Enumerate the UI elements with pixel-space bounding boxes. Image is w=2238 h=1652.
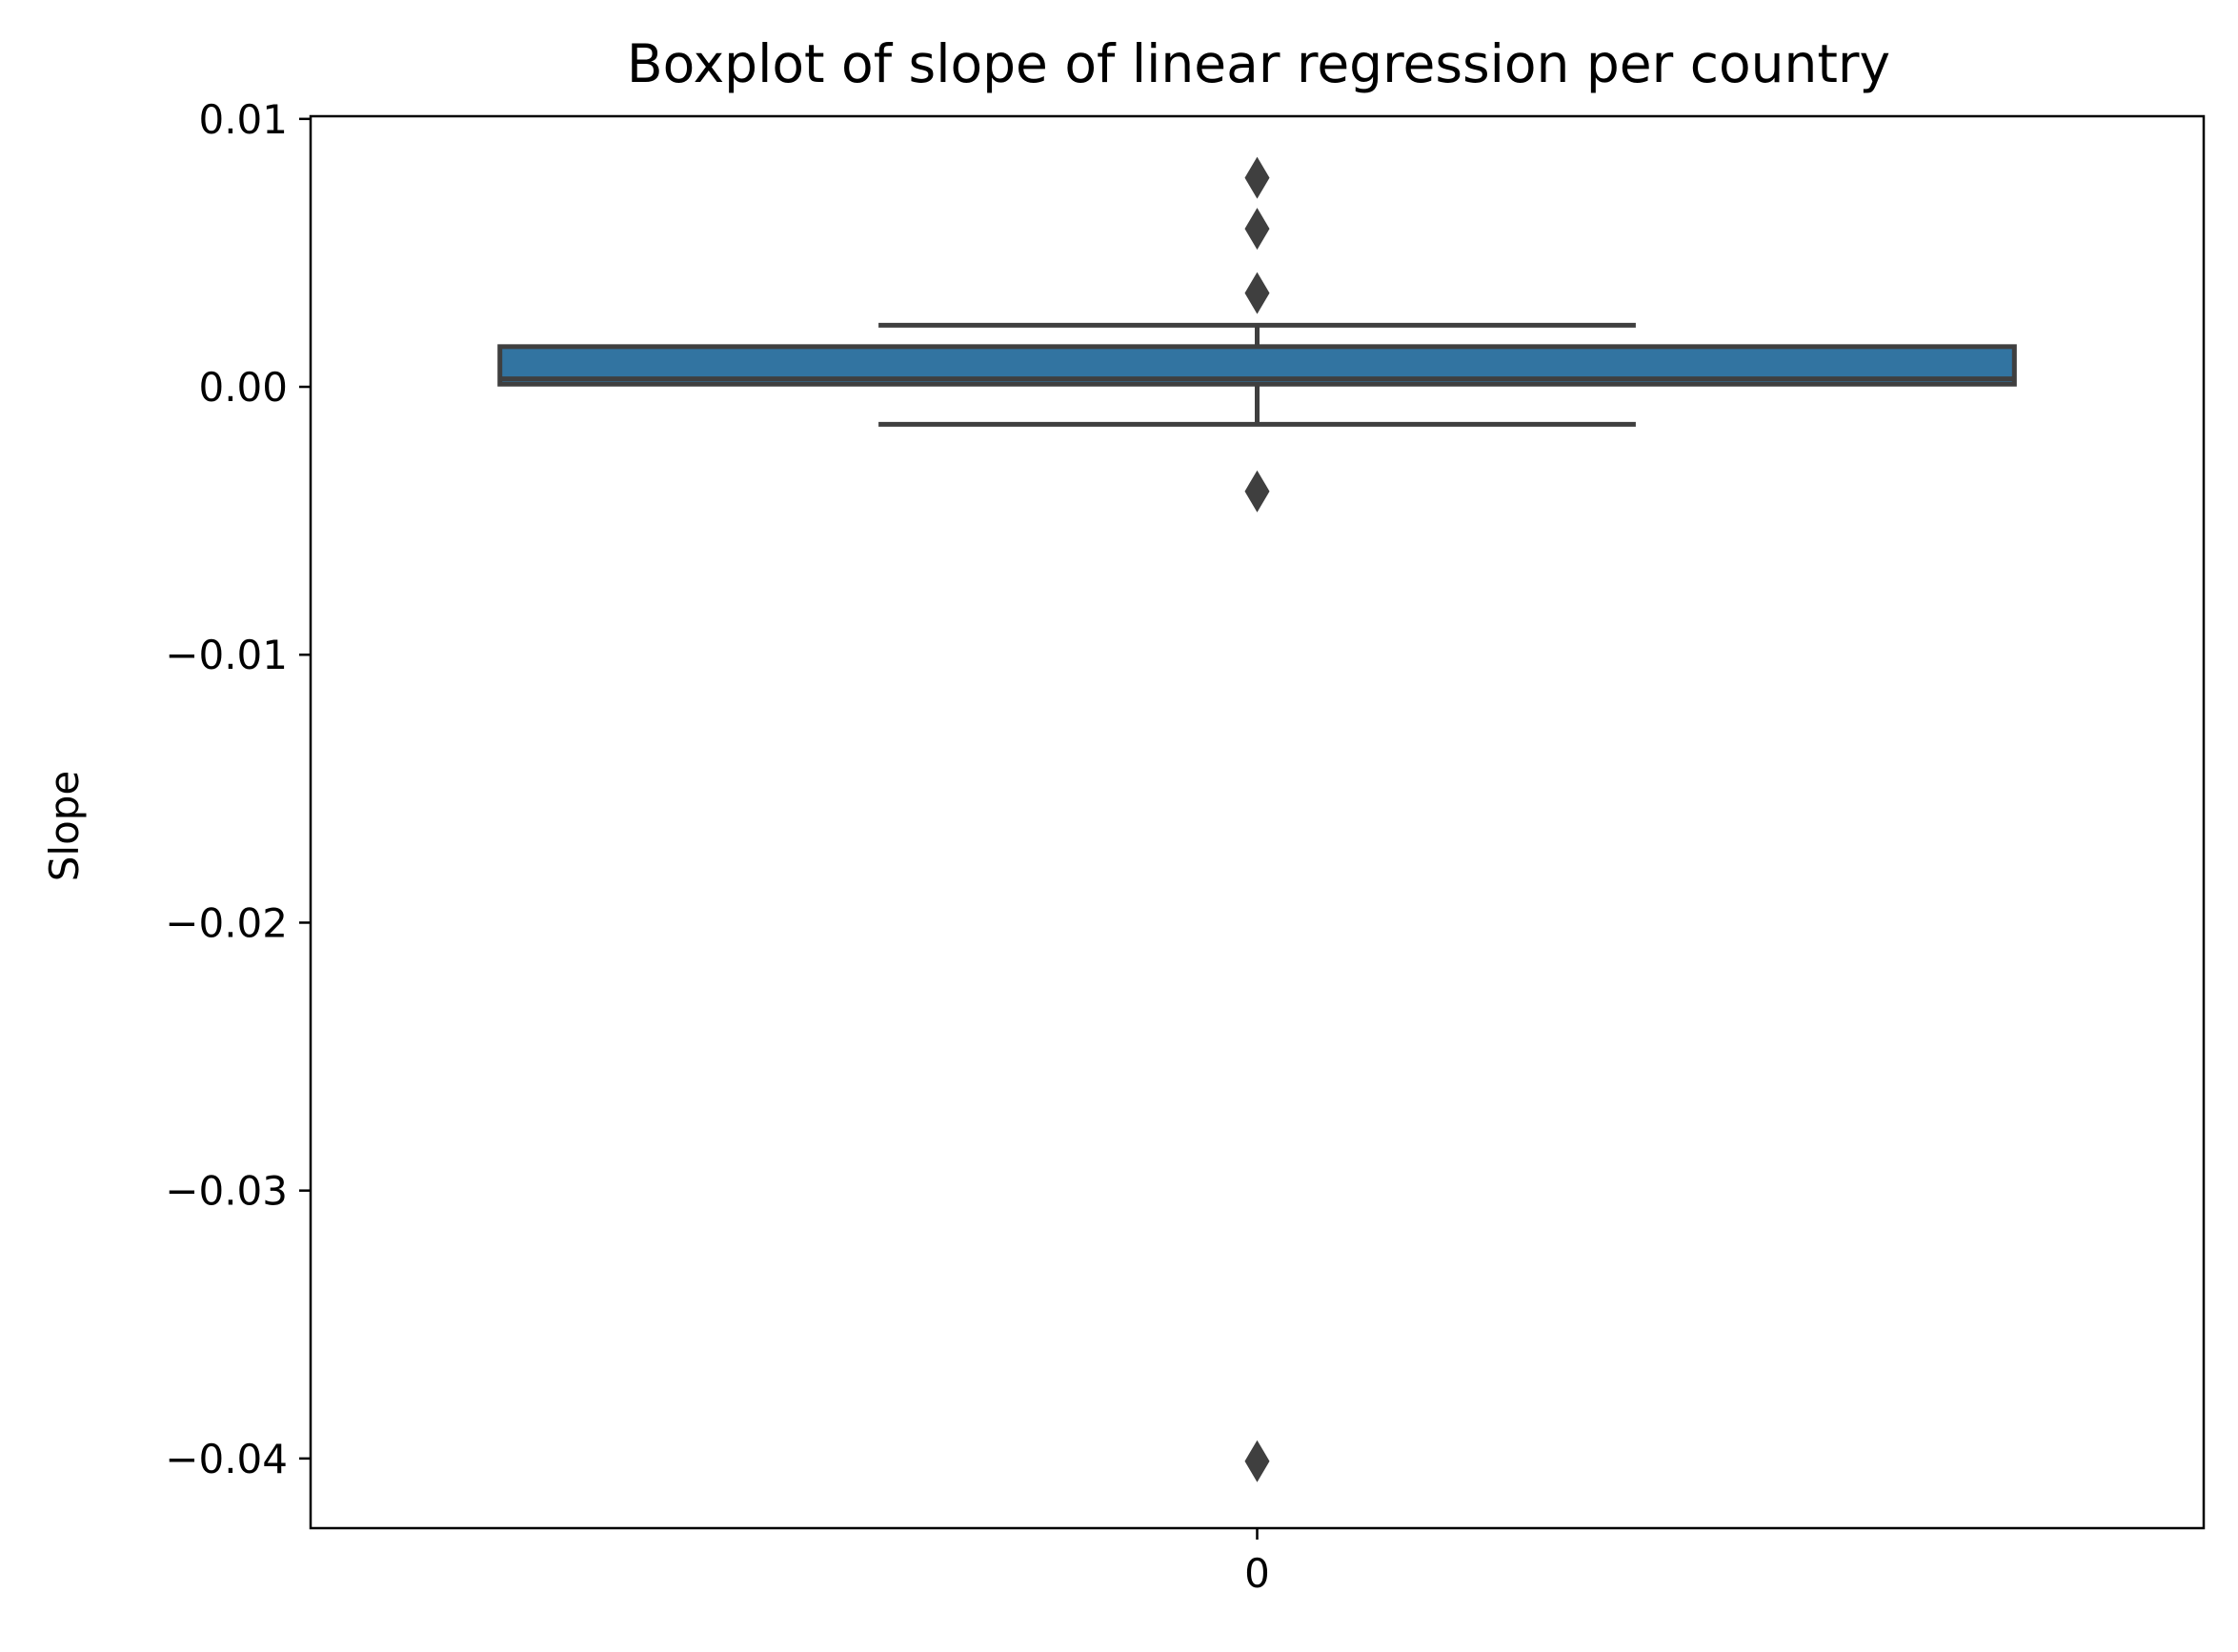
- x-tick-label: 0: [1244, 1550, 1270, 1597]
- y-tick-label: 0.00: [198, 364, 288, 411]
- outlier-point: [1244, 1440, 1270, 1482]
- outlier-point: [1244, 208, 1270, 251]
- outlier-point: [1244, 470, 1270, 513]
- y-tick-label: 0.01: [198, 96, 288, 143]
- y-tick-label: −0.04: [165, 1436, 288, 1482]
- outlier-point: [1244, 272, 1270, 314]
- y-tick-label: −0.01: [165, 632, 288, 678]
- y-tick-label: −0.02: [165, 899, 288, 946]
- plot-area: 0.01 0.00 −0.01 −0.02 −0.03 −0.04 0: [165, 96, 2206, 1597]
- y-tick-label: −0.03: [165, 1168, 288, 1215]
- y-axis-label: Slope: [41, 771, 88, 882]
- outlier-point: [1244, 156, 1270, 199]
- chart-title: Boxplot of slope of linear regression pe…: [627, 33, 1890, 94]
